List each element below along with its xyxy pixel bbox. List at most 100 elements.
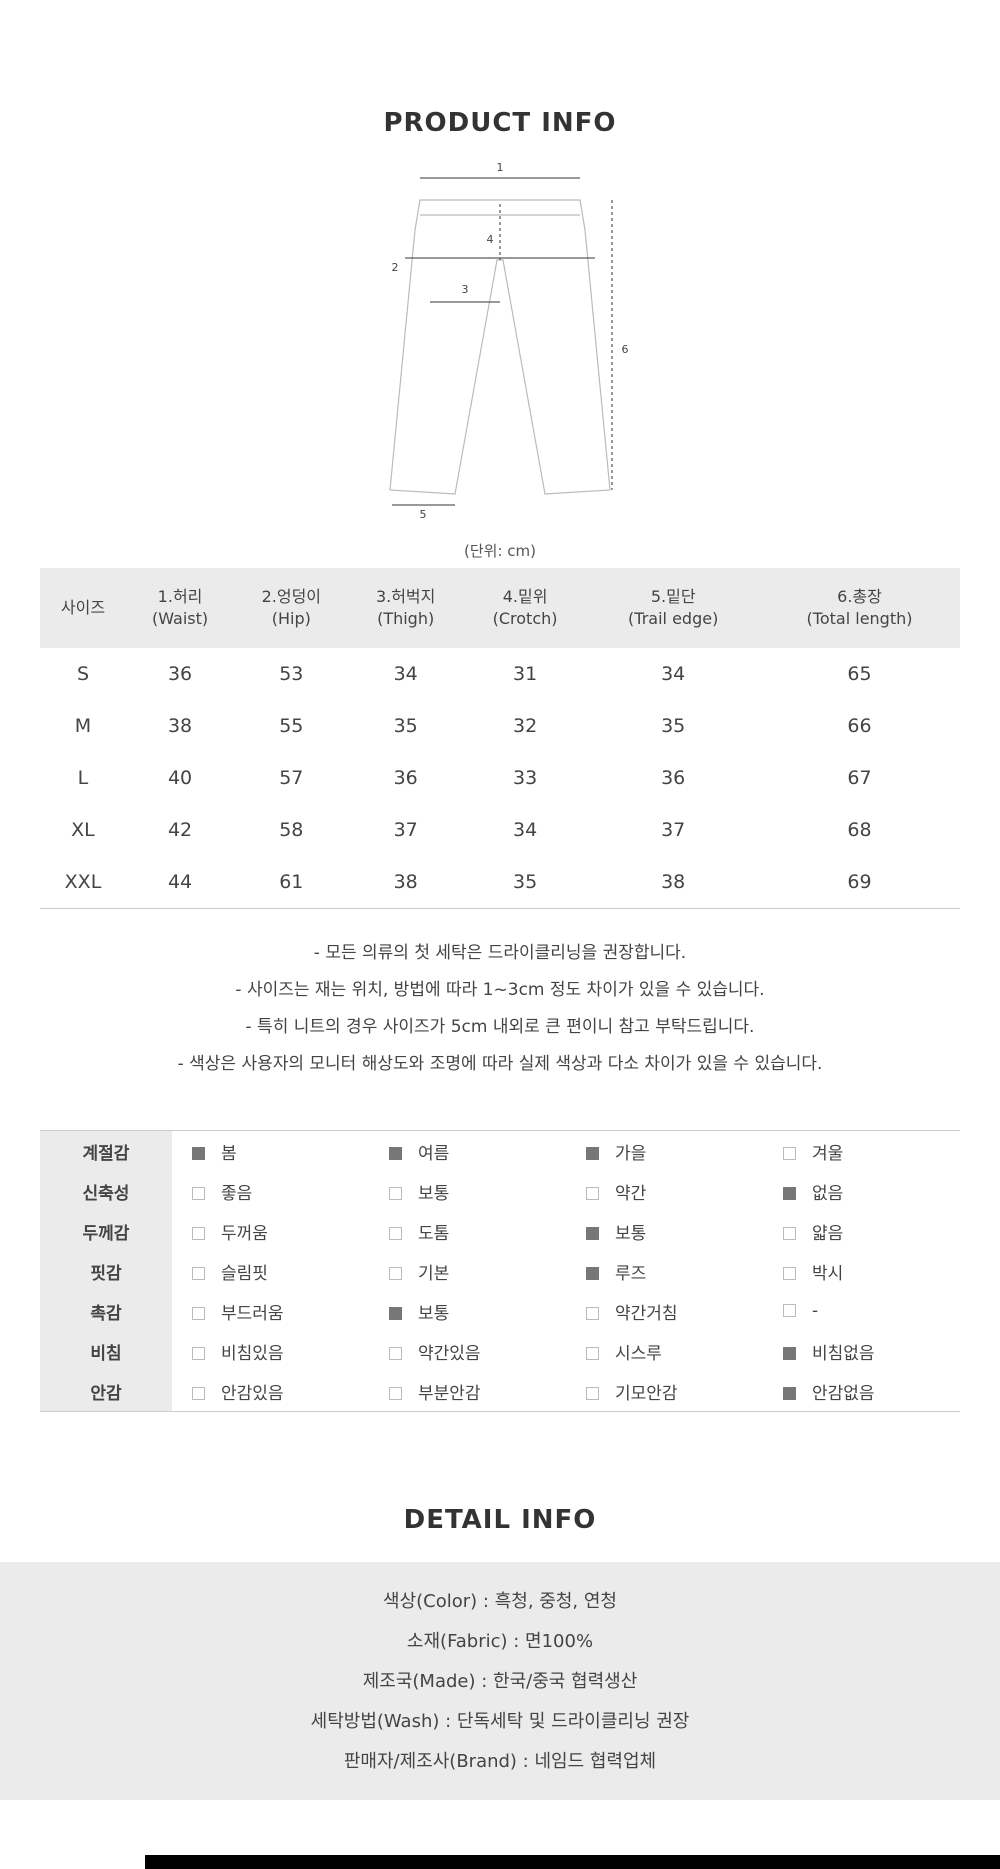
measure-label: 3 xyxy=(462,283,469,296)
size-value: 35 xyxy=(462,856,588,909)
size-value: 42 xyxy=(167,819,193,841)
checkbox xyxy=(389,1226,402,1240)
checkbox-checked xyxy=(389,1306,402,1320)
header-ko: 1.허리 xyxy=(157,586,203,606)
checkbox xyxy=(389,1386,402,1400)
measure-label: 4 xyxy=(487,233,494,246)
size-value: 36 xyxy=(661,767,686,789)
attribute-option: 박시 xyxy=(763,1251,960,1291)
option-text: 좋음 xyxy=(221,1183,253,1204)
size-row: L 40 57 36 33 36 67 xyxy=(40,752,960,804)
attribute-label: 두께감 xyxy=(40,1211,172,1251)
attribute-row: 비침 비침있음 약간있음 시스루 비침없음 xyxy=(40,1331,960,1371)
size-name: XL xyxy=(71,819,95,841)
attribute-table: 계절감 봄 여름 가을 겨울 신축성 좋음 보통 약간 없음 두께감 두꺼움 도톰 보통 얇음 핏감 슬림핏 기본… xyxy=(40,1130,960,1412)
attribute-row: 안감 안감있음 부분안감 기모안감 안감없음 xyxy=(40,1371,960,1412)
attribute-option: 약간거침 xyxy=(566,1291,763,1331)
column-header: 6.총장 (Total length) xyxy=(759,568,960,648)
size-value: 53 xyxy=(279,663,304,685)
checkbox-checked xyxy=(783,1386,796,1400)
attribute-option: 약간있음 xyxy=(369,1331,566,1371)
column-header: 2.엉덩이 (Hip) xyxy=(234,568,349,648)
size-name: L xyxy=(77,767,89,789)
attribute-option: 얇음 xyxy=(763,1211,960,1251)
attribute-label: 촉감 xyxy=(40,1291,172,1331)
option-text: 루즈 xyxy=(615,1263,647,1284)
option-text: 보통 xyxy=(418,1303,450,1324)
checkbox xyxy=(192,1266,205,1280)
option-text: 안감있음 xyxy=(221,1383,284,1404)
checkbox-checked xyxy=(586,1266,599,1280)
size-value: 33 xyxy=(512,767,538,789)
attribute-row: 두께감 두꺼움 도톰 보통 얇음 xyxy=(40,1211,960,1251)
column-header: 사이즈 xyxy=(40,568,126,648)
option-text: 두꺼움 xyxy=(221,1223,268,1244)
size-value: 67 xyxy=(847,767,872,789)
size-value: 38 xyxy=(587,856,760,909)
detail-line: 소재(Fabric) : 면100% xyxy=(406,1631,594,1652)
attribute-option: 시스루 xyxy=(566,1331,763,1371)
note: - 색상은 사용자의 모니터 해상도와 조명에 따라 실제 색상과 다소 차이가… xyxy=(177,1054,823,1074)
pants-outline xyxy=(389,199,611,495)
attribute-label: 비침 xyxy=(40,1331,172,1371)
checkbox xyxy=(586,1306,599,1320)
size-value: 55 xyxy=(279,715,304,737)
size-value: 35 xyxy=(661,715,686,737)
option-text: 비침없음 xyxy=(812,1343,875,1364)
checkbox-checked xyxy=(783,1186,796,1200)
attribute-option: - xyxy=(763,1291,960,1331)
option-text: 겨울 xyxy=(812,1143,844,1164)
size-table: 사이즈 1.허리 (Waist) 2.엉덩이 (Hip) 3.허벅지 (Thigh) 4.밑위… xyxy=(40,568,960,909)
option-text: 기모안감 xyxy=(615,1383,678,1404)
header-en: (Waist) xyxy=(151,609,209,628)
option-text: 비침있음 xyxy=(221,1343,284,1364)
checkbox xyxy=(192,1226,205,1240)
header-ko: 5.밑단 xyxy=(650,586,696,606)
size-value: 69 xyxy=(759,856,960,909)
attribute-option: 보통 xyxy=(369,1291,566,1331)
measure-label: 2 xyxy=(392,261,399,274)
size-value: 68 xyxy=(847,819,872,841)
measure-label: 5 xyxy=(420,508,427,520)
attribute-option: 겨울 xyxy=(763,1131,960,1172)
checkbox xyxy=(389,1186,402,1200)
detail-line: 제조국(Made) : 한국/중국 협력생산 xyxy=(362,1671,638,1692)
attribute-label: 신축성 xyxy=(40,1171,172,1211)
size-row: XXL 44 61 38 35 38 69 xyxy=(40,856,960,909)
checkbox-checked xyxy=(389,1146,402,1160)
size-value: 65 xyxy=(847,663,872,685)
option-text: 도톰 xyxy=(418,1223,450,1244)
attribute-option: 가을 xyxy=(566,1131,763,1172)
attribute-option: 루즈 xyxy=(566,1251,763,1291)
detail-title: DETAIL INFO xyxy=(403,1505,597,1535)
attribute-option: 기본 xyxy=(369,1251,566,1291)
measure-label: 6 xyxy=(622,343,629,356)
checkbox xyxy=(586,1386,599,1400)
column-header: 1.허리 (Waist) xyxy=(125,568,235,648)
attribute-option: 기모안감 xyxy=(566,1371,763,1412)
header-en: (Thigh) xyxy=(377,609,435,628)
size-value: 38 xyxy=(348,856,463,909)
attribute-option: 봄 xyxy=(172,1131,369,1172)
attribute-option: 비침없음 xyxy=(763,1331,960,1371)
attribute-option: 슬림핏 xyxy=(172,1251,369,1291)
checkbox xyxy=(192,1306,205,1320)
size-value: 57 xyxy=(279,767,304,789)
size-name: XXL xyxy=(40,856,126,909)
measure-lines xyxy=(392,177,613,506)
checkbox xyxy=(783,1146,796,1160)
size-value: 32 xyxy=(512,715,538,737)
size-value: 31 xyxy=(512,663,538,685)
option-text: 슬림핏 xyxy=(221,1263,268,1284)
option-text: 약간 xyxy=(615,1183,647,1204)
checkbox xyxy=(783,1304,796,1317)
attribute-option: 보통 xyxy=(566,1211,763,1251)
header-en: (Crotch) xyxy=(492,609,558,628)
note: - 특히 니트의 경우 사이즈가 5cm 내외로 큰 편이니 참고 부탁드립니다… xyxy=(245,1017,755,1037)
attribute-option: 없음 xyxy=(763,1171,960,1211)
size-value: 35 xyxy=(393,715,418,737)
option-text: 부드러움 xyxy=(221,1303,284,1324)
checkbox-checked xyxy=(586,1226,599,1240)
header-ko: 사이즈 xyxy=(60,597,106,617)
